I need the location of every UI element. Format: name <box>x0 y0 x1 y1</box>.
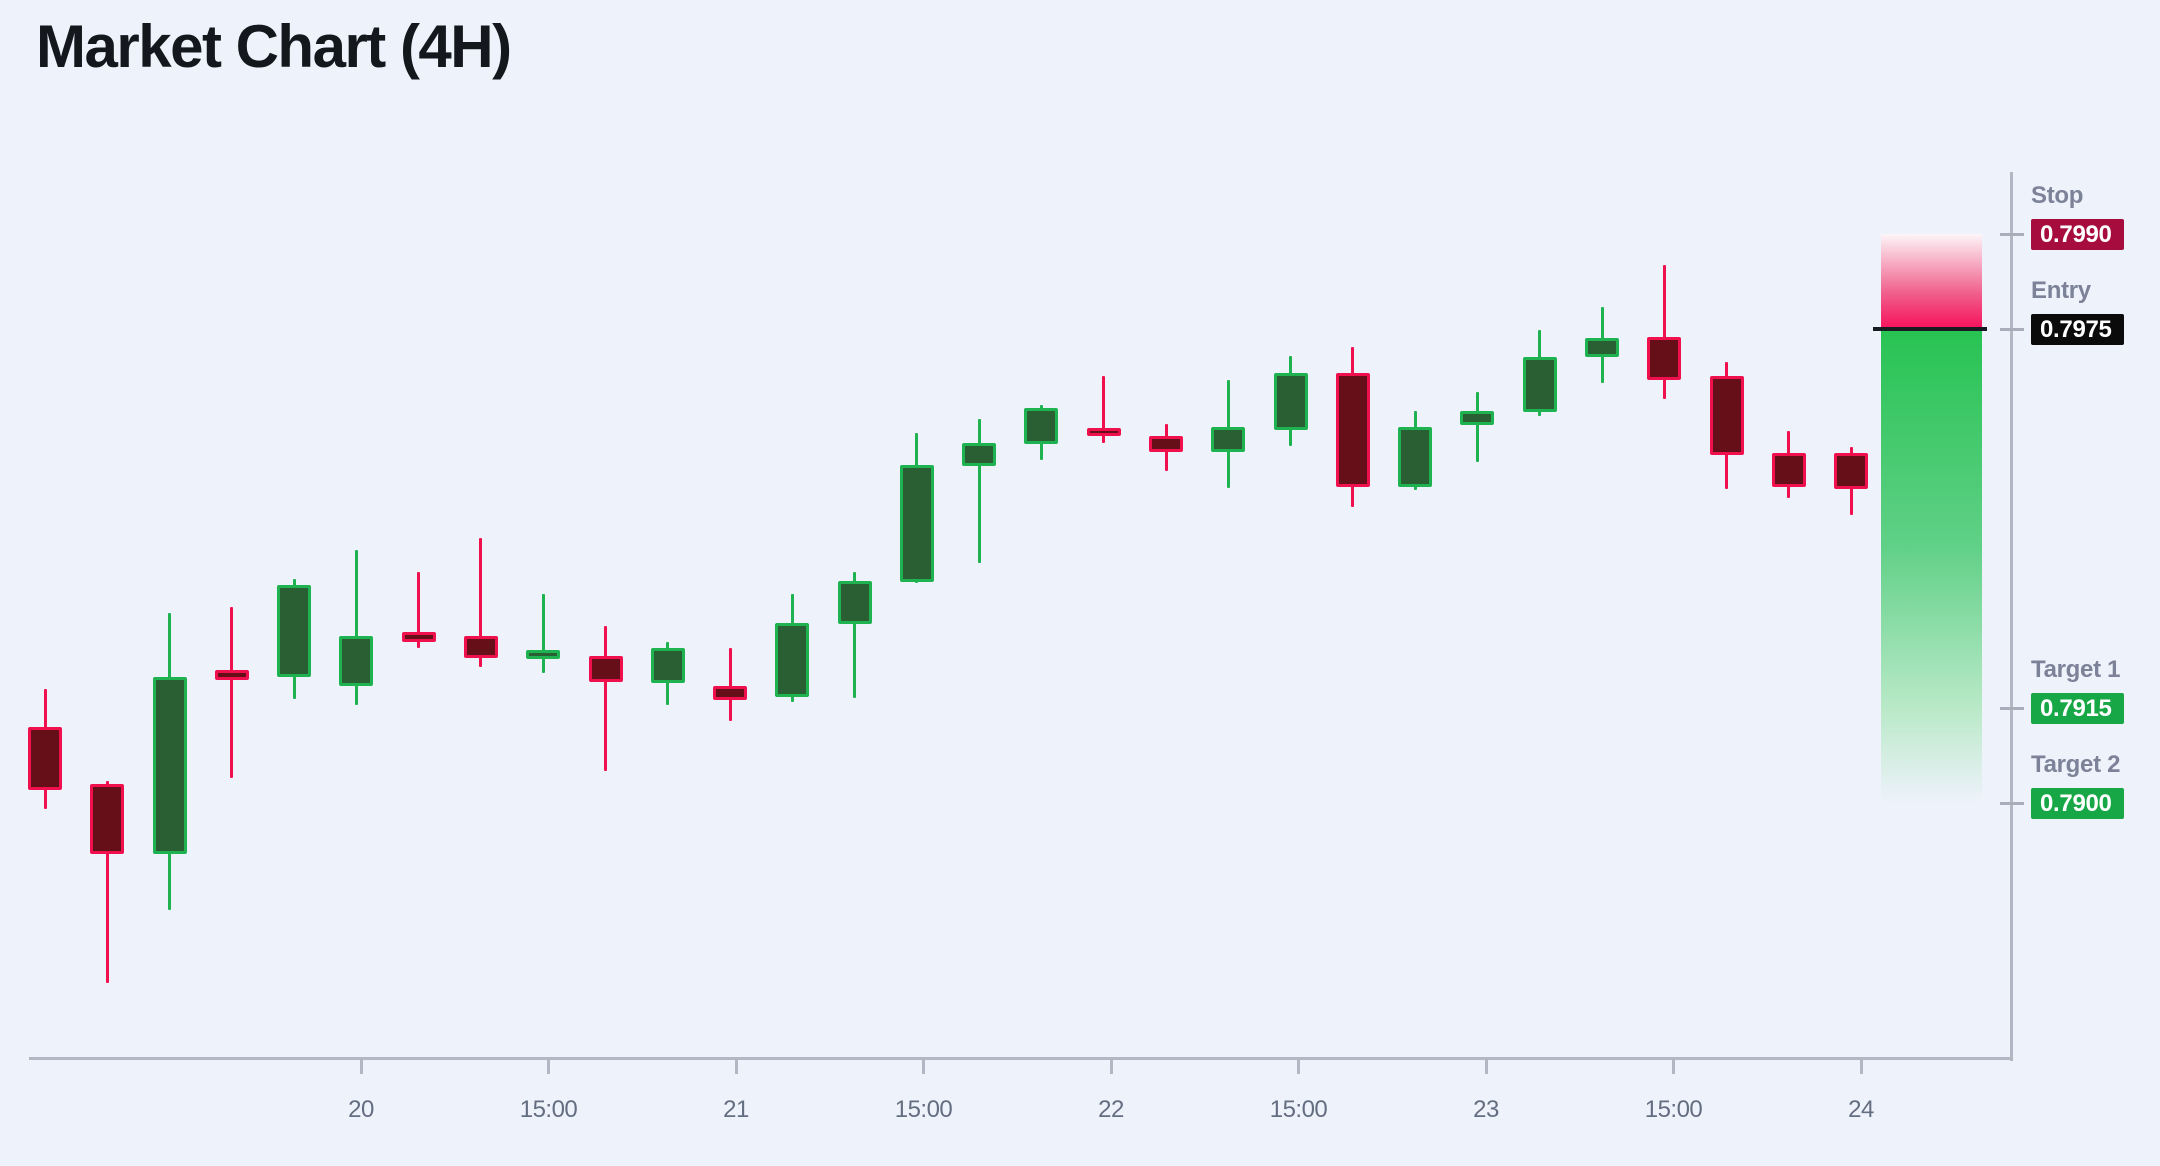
candle-body <box>1149 436 1184 453</box>
candle-wick <box>105 780 109 984</box>
price-axis-tick <box>2000 801 2024 805</box>
reward-zone <box>1881 331 1982 803</box>
entry-line <box>1873 327 1987 331</box>
candle-body <box>837 581 872 625</box>
candle-body <box>1398 426 1433 487</box>
x-tick <box>1297 1058 1300 1074</box>
level-entry: Entry 0.7975 <box>2031 277 2151 345</box>
candle-body <box>463 635 498 658</box>
candle-body <box>775 622 810 697</box>
candle-wick <box>230 607 234 778</box>
candle-body <box>339 635 374 687</box>
candle-body <box>1024 408 1059 445</box>
candle-body <box>713 686 748 700</box>
candle-body <box>526 650 561 659</box>
x-tick <box>734 1058 738 1074</box>
level-stop: Stop 0.7990 <box>2031 182 2151 251</box>
risk-zone <box>1881 234 1982 329</box>
candle-wick <box>977 418 981 563</box>
candle-body <box>277 584 312 677</box>
candle-body <box>214 670 249 680</box>
x-tick-label: 15:00 <box>1644 1096 1703 1123</box>
candle-wick <box>354 550 358 706</box>
x-axis-line <box>29 1057 2013 1060</box>
candle-wick <box>853 571 857 699</box>
level-target-1: Target 1 0.7915 <box>2031 656 2151 725</box>
entry-price-badge[interactable]: 0.7975 <box>2031 314 2124 345</box>
candle-body <box>588 656 623 682</box>
candle-wick <box>479 537 483 668</box>
x-tick-label: 15:00 <box>1269 1096 1328 1123</box>
candle-body <box>1086 428 1121 437</box>
candle-body <box>899 464 934 582</box>
x-tick-label: 20 <box>348 1096 374 1123</box>
x-tick-label: 21 <box>723 1096 749 1123</box>
candle-body <box>1834 452 1869 489</box>
target-2-label: Target 2 <box>2031 751 2121 778</box>
candle-wick <box>1662 264 1666 399</box>
candle-body <box>1647 337 1682 380</box>
x-tick-label: 24 <box>1848 1096 1874 1123</box>
candle-wick <box>417 572 421 649</box>
candle-body <box>650 648 685 683</box>
candle-wick <box>541 594 545 674</box>
candle-body <box>1211 426 1246 453</box>
x-tick-label: 15:00 <box>894 1096 953 1123</box>
candle-wick <box>1102 375 1106 443</box>
candle-wick <box>1475 392 1479 462</box>
x-tick <box>1672 1058 1675 1074</box>
x-tick <box>547 1058 550 1074</box>
chart-title: Market Chart (4H) <box>36 13 512 80</box>
candle-body <box>1522 357 1557 413</box>
candle-body <box>1273 373 1308 431</box>
target-1-label: Target 1 <box>2031 656 2121 684</box>
candle-body <box>90 784 125 854</box>
price-axis-tick <box>2000 327 2024 331</box>
candle-body <box>1771 452 1806 487</box>
x-tick <box>1859 1058 1863 1074</box>
candle-body <box>1709 375 1744 455</box>
stop-price-badge[interactable]: 0.7990 <box>2031 219 2124 251</box>
candle-body <box>1460 411 1495 426</box>
x-tick <box>359 1058 363 1074</box>
price-axis-tick <box>2000 232 2024 236</box>
x-tick-label: 22 <box>1098 1096 1124 1123</box>
x-tick <box>1109 1058 1113 1074</box>
stop-label: Stop <box>2031 182 2084 210</box>
x-tick-label: 15:00 <box>519 1096 578 1123</box>
candle-body <box>1335 373 1370 487</box>
candle-wick <box>728 648 732 721</box>
target-1-price-badge[interactable]: 0.7915 <box>2031 693 2124 725</box>
y-axis-line <box>2010 172 2013 1061</box>
x-tick <box>1484 1058 1488 1074</box>
target-2-price-badge[interactable]: 0.7900 <box>2031 788 2124 819</box>
candle-body <box>28 727 62 791</box>
candle-body <box>1585 338 1619 358</box>
candle-body <box>401 632 436 642</box>
price-axis-tick <box>2000 706 2024 710</box>
x-tick-label: 23 <box>1473 1096 1499 1123</box>
candle-body <box>152 676 187 854</box>
level-target-2: Target 2 0.7900 <box>2031 751 2151 819</box>
candle-body <box>962 442 997 467</box>
entry-label: Entry <box>2031 277 2091 304</box>
x-tick <box>922 1058 925 1074</box>
candle-wick <box>604 626 608 772</box>
